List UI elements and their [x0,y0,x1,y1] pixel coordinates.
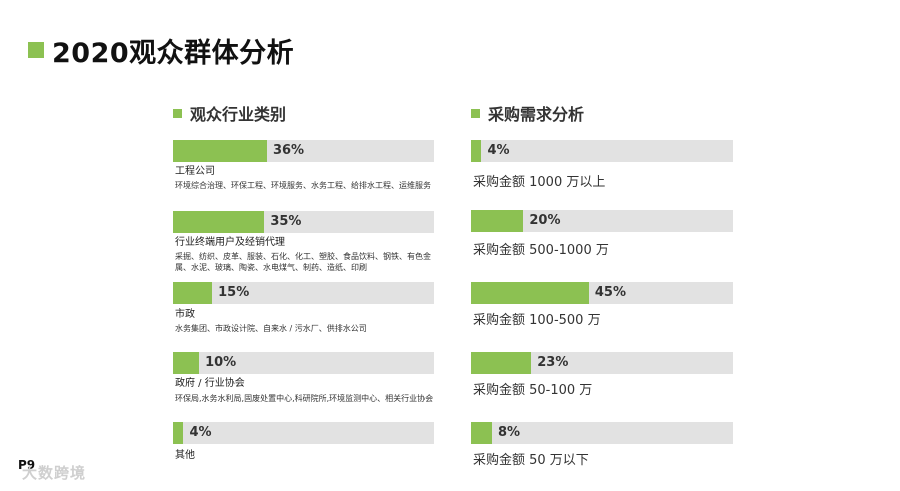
right-category-label-0: 采购金额 1000 万以上 [473,175,606,190]
right-chart-title: 采购需求分析 [488,105,585,124]
right-category-label-4: 采购金额 50 万以下 [473,453,589,468]
left-bar-value-1: 35% [270,214,302,229]
left-category-desc-0: 环境综合治理、环保工程、环境服务、水务工程、给排水工程、运维服务 [175,181,431,190]
left-bar-track: 35% [173,211,434,233]
left-bar-2 [173,282,213,304]
left-bar-track: 10% [173,352,434,374]
right-bar-track: 20% [471,210,733,232]
right-bar-track: 4% [471,140,733,162]
right-bar-4 [471,422,492,444]
right-section-header: 采购需求分析 [471,101,584,125]
right-bar-2 [471,282,589,304]
right-bar-value-2: 45% [594,285,627,300]
page-title: 2020观众群体分析 [52,37,295,69]
section-square-icon [173,108,182,118]
left-section-header: 观众行业类别 [173,101,286,125]
right-bar-1 [471,210,524,232]
right-bar-value-1: 20% [529,213,561,228]
left-category-label-1: 行业终端用户及经销代理 [175,237,285,248]
left-bar-track: 4% [173,422,434,444]
left-bar-1 [173,211,265,233]
left-category-desc-2: 水务集团、市政设计院、自来水 / 污水厂、供排水公司 [175,324,367,333]
left-bar-value-0: 36% [272,143,305,158]
right-category-label-3: 采购金额 50-100 万 [473,383,593,398]
left-bar-track: 15% [173,282,434,304]
left-category-label-2: 市政 [175,309,195,320]
left-category-label-4: 其他 [175,450,195,461]
left-bar-0 [173,140,267,162]
right-bar-value-3: 23% [537,355,569,370]
left-bar-4 [173,422,184,444]
page-number: P9 [18,458,36,472]
left-bar-3 [173,352,200,374]
right-bar-value-0: 4% [487,143,510,158]
left-category-label-0: 工程公司 [175,166,215,177]
left-category-desc-1: 采掘、纺织、皮革、服装、石化、化工、塑胶、食品饮料、钢铁、有色金属、水泥、玻璃、… [175,252,431,272]
left-bar-track: 36% [173,140,434,162]
left-chart-title: 观众行业类别 [190,105,287,124]
right-bar-3 [471,352,532,374]
left-category-desc-3: 环保局,水务水利局,固废处置中心,科研院所,环境监测中心、相关行业协会 [175,394,434,403]
watermark-text: 大数跨境 [22,464,87,482]
left-bar-value-4: 4% [189,425,212,440]
section-square-icon [471,108,480,118]
right-category-label-2: 采购金额 100-500 万 [473,313,601,328]
right-category-label-1: 采购金额 500-1000 万 [473,243,609,258]
title-square-icon [28,42,44,58]
left-bar-value-2: 15% [218,285,250,300]
left-category-label-3: 政府 / 行业协会 [175,378,245,389]
right-bar-track: 45% [471,282,733,304]
right-bar-track: 8% [471,422,733,444]
page-title-group: 2020观众群体分析 [28,30,294,70]
right-bar-0 [471,140,482,162]
right-bar-value-4: 8% [497,425,521,440]
left-bar-value-3: 10% [205,355,237,370]
right-bar-track: 23% [471,352,733,374]
